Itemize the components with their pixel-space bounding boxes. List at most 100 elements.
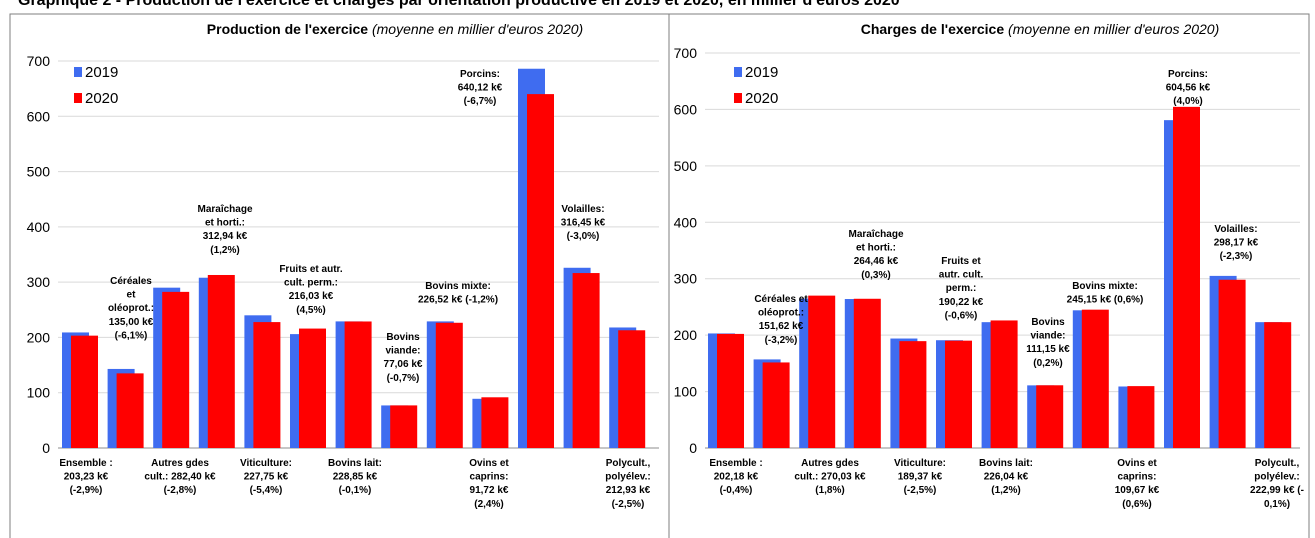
legend-swatch [74, 93, 82, 103]
legend-swatch [74, 67, 82, 77]
data-label: 190,22 k€ [939, 297, 984, 308]
data-label: 203,23 k€ [64, 472, 109, 483]
bar-2020 [762, 362, 790, 448]
bar-2020 [481, 397, 509, 448]
bar-2020 [344, 321, 372, 448]
data-label: (-0,7%) [387, 373, 420, 384]
data-label: Polycult., [1255, 458, 1300, 469]
data-label: (-2,5%) [612, 499, 645, 510]
bar-2020 [162, 291, 190, 448]
bar-2020 [390, 405, 418, 448]
bar-2020 [899, 341, 927, 448]
data-label: (-0,1%) [339, 485, 372, 496]
y-tick-label: 700 [27, 53, 51, 69]
bar-2020 [853, 298, 881, 448]
data-label: Ensemble : [59, 458, 112, 469]
bar-2020 [299, 328, 326, 448]
data-label: 109,67 k€ [1115, 485, 1160, 496]
data-label: Bovins lait: [328, 458, 382, 469]
y-tick-label: 600 [674, 101, 698, 117]
data-label: Volailles: [561, 204, 604, 215]
bar-2020 [527, 94, 554, 448]
y-tick-label: 100 [27, 385, 51, 401]
data-label: Bovins [1031, 317, 1065, 328]
data-label: 316,45 k€ [561, 218, 606, 229]
data-label: Bovins mixte: [1072, 281, 1138, 292]
data-label: et [127, 290, 137, 301]
data-label: (2,4%) [474, 499, 503, 510]
bar-2020 [618, 330, 646, 448]
data-label: 226,52 k€ (-1,2%) [418, 295, 498, 306]
y-tick-label: 200 [27, 329, 51, 345]
chart-frame [668, 13, 1310, 538]
data-label: cult.: 270,03 k€ [794, 472, 866, 483]
data-label: 151,62 k€ [759, 321, 804, 332]
y-tick-label: 500 [674, 158, 698, 174]
data-label: viande: [385, 346, 420, 357]
data-label: 91,72 k€ [470, 485, 509, 496]
data-label: (1,8%) [815, 485, 844, 496]
data-label: 264,46 k€ [854, 256, 899, 267]
data-label: oléoprot.: [758, 308, 804, 319]
data-label: (-2,5%) [904, 485, 937, 496]
data-label: Céréales et [754, 294, 808, 305]
data-label: (-0,4%) [720, 485, 753, 496]
y-tick-label: 0 [42, 440, 50, 456]
data-label: (0,6%) [1122, 499, 1151, 510]
data-label: 189,37 k€ [898, 472, 943, 483]
y-tick-label: 100 [674, 384, 698, 400]
data-label: caprins: [470, 472, 509, 483]
bar-2020 [572, 273, 600, 448]
data-label: et horti.: [856, 243, 896, 254]
data-label: 202,18 k€ [714, 472, 759, 483]
data-label: 216,03 k€ [289, 291, 334, 302]
data-label: Fruits et autr. [279, 264, 343, 275]
data-label: Porcins: [1168, 69, 1208, 80]
data-label: 135,00 k€ [109, 317, 154, 328]
chart-1: Production de l'exercice (moyenne en mil… [9, 13, 670, 538]
y-tick-label: 700 [674, 45, 698, 61]
data-label: autr. cult. [939, 270, 984, 281]
data-label: (-3,0%) [567, 231, 600, 242]
chart-title: Production de l'exercice (moyenne en mil… [207, 21, 583, 37]
data-label: Viticulture: [240, 458, 292, 469]
data-label: viande: [1030, 331, 1065, 342]
data-label: Volailles: [1214, 224, 1257, 235]
data-label: Fruits et [941, 256, 981, 267]
bar-2020 [1218, 279, 1246, 448]
y-tick-label: 200 [674, 327, 698, 343]
y-tick-label: 300 [674, 271, 698, 287]
data-label: (1,2%) [210, 245, 239, 256]
data-label: Ensemble : [709, 458, 762, 469]
data-label: (4,0%) [1173, 96, 1202, 107]
data-label: 226,04 k€ [984, 472, 1029, 483]
data-label: 640,12 k€ [458, 83, 503, 94]
legend-label: 2019 [745, 64, 778, 81]
data-label: (-3,2%) [765, 335, 798, 346]
data-label: cult. perm.: [284, 278, 338, 289]
y-tick-label: 300 [27, 274, 51, 290]
bar-2020 [808, 295, 836, 448]
data-label: 212,93 k€ [606, 485, 651, 496]
data-label: Bovins lait: [979, 458, 1033, 469]
data-label: (4,5%) [296, 305, 325, 316]
data-label: (-6,7%) [464, 96, 497, 107]
data-label: Bovins mixte: [425, 281, 491, 292]
legend-label: 2019 [85, 64, 118, 81]
bar-2020 [1036, 385, 1064, 448]
data-label: polyélev.: [1254, 472, 1299, 483]
bar-2020 [116, 373, 144, 448]
data-label: 222,99 k€ (- [1250, 485, 1304, 496]
data-label: Ovins et [1117, 458, 1157, 469]
legend-swatch [734, 93, 742, 103]
bar-2020 [435, 322, 463, 448]
data-label: cult.: 282,40 k€ [144, 472, 216, 483]
data-label: Ovins et [469, 458, 509, 469]
bar-2020 [1081, 309, 1109, 448]
data-label: 111,15 k€ [1026, 344, 1070, 355]
data-label: caprins: [1118, 472, 1157, 483]
page-title: Graphique 2 - Production de l'exercice e… [18, 0, 900, 9]
y-tick-label: 0 [689, 440, 697, 456]
data-label: et horti.: [205, 218, 245, 229]
data-label: (-2,3%) [1220, 251, 1253, 262]
